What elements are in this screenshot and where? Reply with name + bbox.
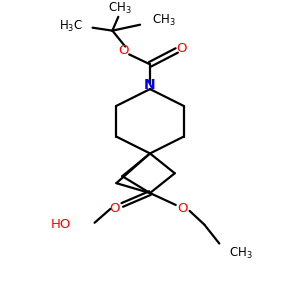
Text: O: O <box>176 42 187 55</box>
Text: N: N <box>144 78 156 92</box>
Text: O: O <box>177 202 188 215</box>
Text: CH$_3$: CH$_3$ <box>108 1 132 16</box>
Text: HO: HO <box>50 218 71 231</box>
Text: O: O <box>109 202 120 215</box>
Text: CH$_3$: CH$_3$ <box>229 246 253 261</box>
Text: H$_3$C: H$_3$C <box>58 19 83 34</box>
Text: CH$_3$: CH$_3$ <box>152 13 176 28</box>
Text: O: O <box>118 44 128 57</box>
